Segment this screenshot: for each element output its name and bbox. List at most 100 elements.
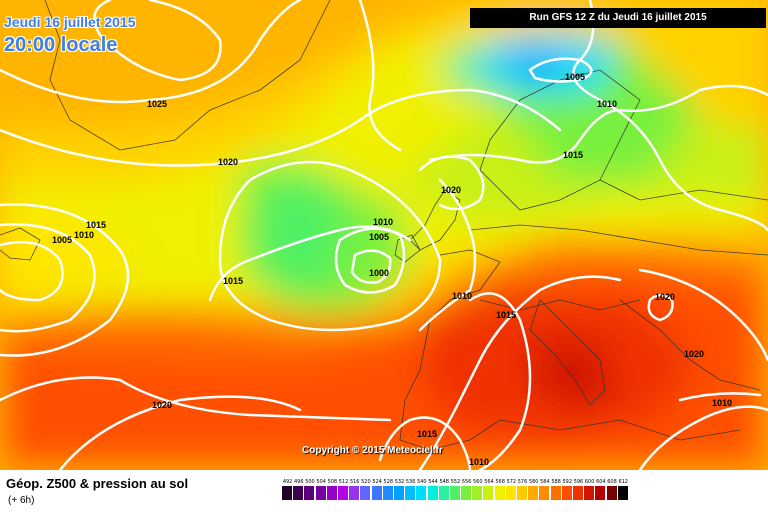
scale-item: 552 bbox=[449, 478, 461, 500]
scale-swatch bbox=[584, 486, 596, 500]
scale-item: 504 bbox=[315, 478, 327, 500]
isobar-label: 1000 bbox=[369, 268, 389, 278]
scale-value: 584 bbox=[540, 479, 550, 485]
isobar-label: 1010 bbox=[452, 291, 472, 301]
scale-swatch bbox=[382, 486, 394, 500]
scale-item: 540 bbox=[416, 478, 428, 500]
scale-item: 584 bbox=[539, 478, 551, 500]
scale-swatch bbox=[427, 486, 439, 500]
scale-value: 544 bbox=[428, 479, 438, 485]
isobar-label: 1015 bbox=[563, 150, 583, 160]
scale-value: 596 bbox=[573, 479, 584, 485]
scale-swatch bbox=[338, 486, 350, 500]
color-scale: 492 496 500 504 508 512 516 520 524 528 532 536 540 5… bbox=[282, 478, 629, 500]
scale-swatch bbox=[606, 486, 618, 500]
scale-swatch bbox=[561, 486, 573, 500]
scale-value: 524 bbox=[372, 479, 382, 485]
scale-swatch bbox=[293, 486, 305, 500]
scale-swatch bbox=[449, 486, 461, 500]
scale-swatch bbox=[304, 486, 316, 500]
scale-value: 536 bbox=[405, 479, 416, 485]
scale-item: 596 bbox=[572, 478, 584, 500]
scale-value: 556 bbox=[461, 479, 472, 485]
scale-swatch bbox=[472, 486, 484, 500]
isobar-label: 1010 bbox=[597, 99, 617, 109]
scale-value: 560 bbox=[473, 479, 483, 485]
scale-item: 564 bbox=[483, 478, 495, 500]
scale-swatch bbox=[405, 486, 417, 500]
isobar-label: 1005 bbox=[369, 232, 389, 242]
scale-value: 500 bbox=[305, 479, 315, 485]
isobar-label: 1005 bbox=[565, 72, 585, 82]
scale-swatch bbox=[517, 486, 529, 500]
isobar-label: 1020 bbox=[218, 157, 238, 167]
scale-swatch bbox=[360, 486, 372, 500]
scale-value: 576 bbox=[517, 479, 528, 485]
isobar-label: 1010 bbox=[373, 217, 393, 227]
scale-value: 532 bbox=[394, 479, 405, 485]
scale-item: 604 bbox=[595, 478, 607, 500]
scale-value: 604 bbox=[596, 479, 606, 485]
scale-item: 600 bbox=[584, 478, 596, 500]
scale-swatch bbox=[528, 486, 540, 500]
model-run-label: Run GFS 12 Z du Jeudi 16 juillet 2015 bbox=[470, 8, 766, 28]
scale-value: 508 bbox=[327, 479, 338, 485]
scale-swatch bbox=[572, 486, 584, 500]
scale-item: 524 bbox=[371, 478, 383, 500]
scale-swatch bbox=[461, 486, 473, 500]
scale-value: 568 bbox=[495, 479, 505, 485]
scale-item: 528 bbox=[382, 478, 394, 500]
isobar-label: 1020 bbox=[684, 349, 704, 359]
scale-item: 544 bbox=[427, 478, 439, 500]
isobar-label: 1005 bbox=[52, 235, 72, 245]
scale-item: 592 bbox=[561, 478, 573, 500]
scale-value: 504 bbox=[316, 479, 326, 485]
isobar-label: 1025 bbox=[147, 99, 167, 109]
isobar-label: 1010 bbox=[469, 457, 489, 467]
scale-item: 548 bbox=[438, 478, 450, 500]
scale-swatch bbox=[550, 486, 562, 500]
isobar-label: 1010 bbox=[74, 230, 94, 240]
scale-item: 512 bbox=[338, 478, 350, 500]
isobar-label: 1020 bbox=[441, 185, 461, 195]
forecast-date: Jeudi 16 juillet 2015 bbox=[4, 14, 136, 30]
scale-swatch bbox=[393, 486, 405, 500]
scale-item: 496 bbox=[293, 478, 305, 500]
isobar-label: 1015 bbox=[86, 220, 106, 230]
scale-swatch bbox=[505, 486, 517, 500]
forecast-time: 20:00 locale bbox=[4, 34, 118, 56]
scale-value: 512 bbox=[338, 479, 349, 485]
scale-swatch bbox=[539, 486, 551, 500]
scale-item: 536 bbox=[405, 478, 417, 500]
legend-subtitle: (+ 6h) bbox=[8, 495, 35, 506]
scale-swatch bbox=[483, 486, 495, 500]
isobar-label: 1015 bbox=[417, 429, 437, 439]
scale-swatch bbox=[282, 486, 294, 500]
isobar-label: 1020 bbox=[152, 400, 172, 410]
scale-swatch bbox=[617, 486, 629, 500]
scale-swatch bbox=[416, 486, 428, 500]
scale-value: 612 bbox=[618, 479, 628, 485]
scale-value: 548 bbox=[439, 479, 449, 485]
scale-item: 516 bbox=[349, 478, 361, 500]
isobar-label: 1010 bbox=[712, 398, 732, 408]
scale-item: 568 bbox=[494, 478, 506, 500]
legend-panel: Géop. Z500 & pression au sol (+ 6h) 492 4… bbox=[0, 470, 768, 512]
scale-item: 532 bbox=[393, 478, 405, 500]
scale-value: 592 bbox=[562, 479, 573, 485]
scale-item: 576 bbox=[517, 478, 529, 500]
scale-value: 496 bbox=[294, 479, 304, 485]
scale-value: 516 bbox=[349, 479, 360, 485]
scale-value: 528 bbox=[383, 479, 394, 485]
legend-title: Géop. Z500 & pression au sol bbox=[6, 476, 189, 491]
scale-value: 588 bbox=[551, 479, 561, 485]
isobar-label: 1015 bbox=[496, 310, 516, 320]
scale-swatch bbox=[371, 486, 383, 500]
isobar-label: 1015 bbox=[223, 276, 243, 286]
scale-item: 572 bbox=[505, 478, 517, 500]
weather-map: 1025 1020 1020 1020 1020 1020 1015 1015 … bbox=[0, 0, 768, 470]
scale-value: 572 bbox=[506, 479, 517, 485]
scale-item: 556 bbox=[461, 478, 473, 500]
scale-value: 600 bbox=[584, 479, 595, 485]
scale-swatch bbox=[349, 486, 361, 500]
